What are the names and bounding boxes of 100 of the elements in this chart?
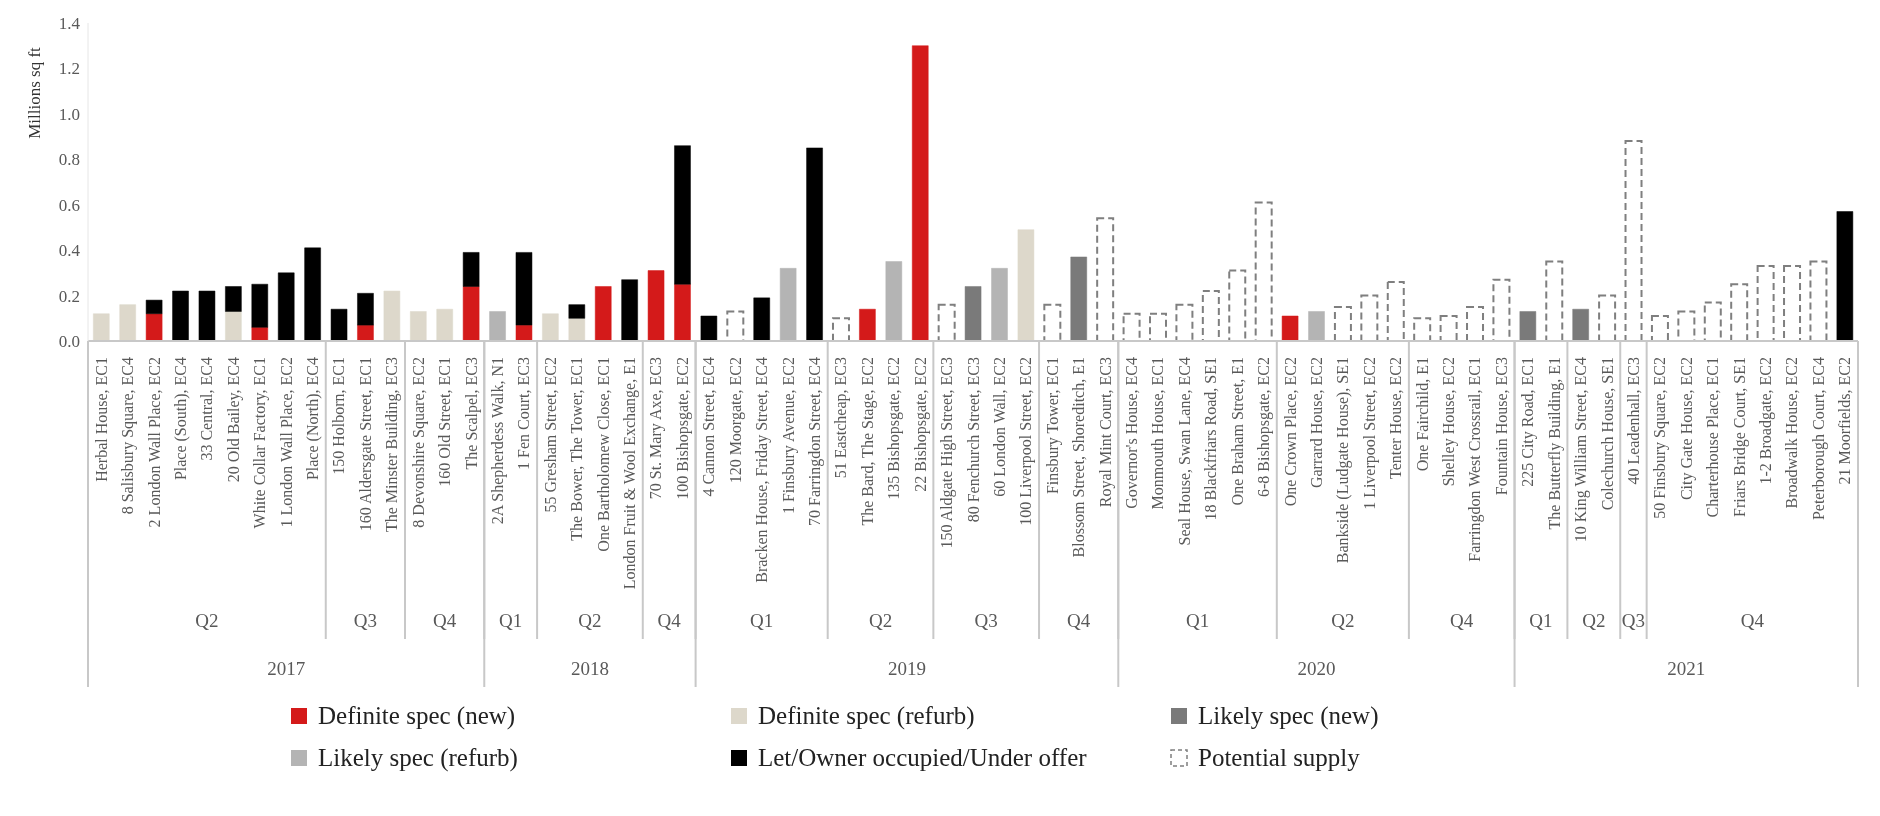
x-tick-label: 1 Liverpool Street, EC2: [1360, 357, 1379, 510]
bar: [1545, 260, 1564, 341]
x-tick-label: Garrard House, EC2: [1307, 357, 1325, 489]
bar: [1228, 269, 1247, 341]
x-tick-label: One Crown Place, EC2: [1281, 357, 1299, 507]
bar: [1386, 280, 1405, 341]
bar: [911, 45, 929, 341]
x-tick-label: The Bower, The Tower, EC1: [568, 357, 586, 541]
x-tick-label: Tenter House, EC2: [1387, 357, 1405, 479]
x-tick-label: Seal House, Swan Lane, EC4: [1175, 357, 1193, 546]
bar: [831, 317, 850, 341]
legend-label: Definite spec (refurb): [758, 702, 975, 730]
text: Q4: [1450, 610, 1474, 631]
legend-label: Likely spec (new): [1198, 702, 1379, 730]
bar: [674, 283, 691, 341]
x-tick-label: Finsbury Tower, EC1: [1043, 357, 1062, 495]
x-tick-label: 10 King William Street, EC4: [1572, 357, 1591, 543]
text: 2019: [887, 658, 926, 679]
bar: [462, 286, 480, 341]
x-tick-label: 21 Moorfields, EC2: [1836, 357, 1854, 485]
bar: [225, 286, 242, 312]
bar: [462, 252, 480, 287]
text: Q1: [1185, 610, 1210, 631]
text: Q3: [974, 610, 998, 631]
x-tick-label: 50 Finsbury Square, EC2: [1651, 357, 1670, 519]
x-tick-label: 70 Farringdon Street, EC4: [805, 357, 824, 526]
bar: [779, 268, 797, 341]
bar: [700, 315, 718, 341]
bar: [1624, 140, 1643, 341]
bar: [1492, 278, 1511, 341]
text: Q4: [657, 610, 682, 631]
bar: [383, 290, 401, 341]
bar: [674, 145, 691, 285]
text: Q2: [1331, 610, 1355, 631]
bar: [647, 270, 665, 341]
x-tick-label: Fountain House, EC3: [1492, 357, 1510, 496]
bar: [1201, 290, 1220, 341]
bar: [1756, 265, 1775, 341]
bar: [1149, 312, 1167, 341]
text: Q4: [433, 610, 457, 631]
x-tick-label: Colechurch House, SE1: [1598, 357, 1616, 511]
legend-label: Let/Owner occupied/Under offer: [758, 744, 1087, 772]
x-tick-label: The Scalpel, EC3: [462, 357, 481, 470]
text: 2017: [267, 658, 306, 679]
x-tick-label: 160 Old Street, EC1: [436, 357, 454, 487]
bar: [410, 311, 427, 341]
x-tick-label: Farringdon West Crossrail, EC1: [1466, 357, 1485, 562]
x-tick-label: 70 St. Mary Axe, EC3: [647, 357, 666, 500]
x-tick-label: The Bard, The Stage, EC2: [858, 357, 877, 526]
x-tick-label: 4 Cannon Street, EC4: [700, 357, 718, 497]
x-tick-label: Peterborough Court, EC4: [1809, 357, 1828, 521]
x-tick-label: Charterhouse Place, EC1: [1704, 357, 1722, 518]
x-tick-label: 6-8 Bishopsgate, EC2: [1255, 357, 1274, 497]
x-tick-label: 22 Bishopsgate, EC2: [911, 357, 930, 492]
y-tick-label: 1.0: [58, 104, 80, 124]
bar: [1175, 303, 1194, 341]
x-tick-label: City Gate House, EC2: [1677, 357, 1696, 501]
bar: [885, 261, 903, 341]
legend-label: Potential supply: [1198, 744, 1360, 772]
bar: [1333, 305, 1352, 341]
x-tick-label: 40 Leadenhall, EC3: [1624, 357, 1642, 485]
bar: [1809, 260, 1828, 341]
x-tick-label: 20 Old Bailey, EC4: [224, 357, 243, 483]
x-tick-label: 2 London Wall Place, EC2: [145, 357, 163, 528]
bar: [119, 304, 136, 341]
x-tick-label: 1-2 Broadgate, EC2: [1757, 357, 1776, 485]
text: Q1: [499, 610, 523, 631]
bar: [568, 318, 586, 341]
y-tick-label: 1.2: [58, 59, 80, 79]
x-tick-label: The Butterfly Building, E1: [1545, 357, 1564, 530]
bar: [277, 272, 295, 341]
bar: [542, 313, 559, 341]
bar: [304, 247, 321, 341]
bar: [1836, 211, 1854, 341]
x-tick-label: One Fairchild, E1: [1413, 357, 1431, 472]
text: Q1: [750, 610, 774, 631]
bar: [937, 303, 956, 341]
text: Q3: [353, 610, 378, 631]
bar: [568, 304, 586, 319]
bar: [1360, 294, 1379, 341]
text: 2018: [570, 658, 609, 679]
x-tick-label: 1 Finsbury Avenue, EC2: [779, 357, 798, 515]
bar: [1017, 229, 1035, 341]
bar: [726, 310, 745, 341]
x-tick-label: Place (North), EC4: [304, 357, 323, 481]
x-tick-label: Royal Mint Court, EC3: [1096, 357, 1115, 508]
bar: [806, 147, 823, 341]
y-tick-label: 0.4: [58, 241, 81, 261]
bar: [145, 313, 163, 341]
bar: [1783, 265, 1802, 341]
x-tick-label: 100 Liverpool Street, EC2: [1017, 357, 1036, 526]
x-tick-label: 1 London Wall Place, EC2: [277, 357, 295, 528]
x-tick-label: Bankside (Ludgate House), SE1: [1334, 357, 1353, 564]
text: Q4: [1067, 610, 1091, 631]
x-tick-label: White Collar Factory, EC1: [251, 357, 270, 529]
x-tick-label: 8 Salisbury Square, EC4: [119, 357, 138, 515]
bar: [515, 324, 533, 341]
bar: [621, 279, 638, 341]
x-tick-label: Bracken House, Friday Street, EC4: [753, 357, 772, 583]
x-tick-label: 80 Fenchurch Street, EC3: [964, 357, 982, 523]
